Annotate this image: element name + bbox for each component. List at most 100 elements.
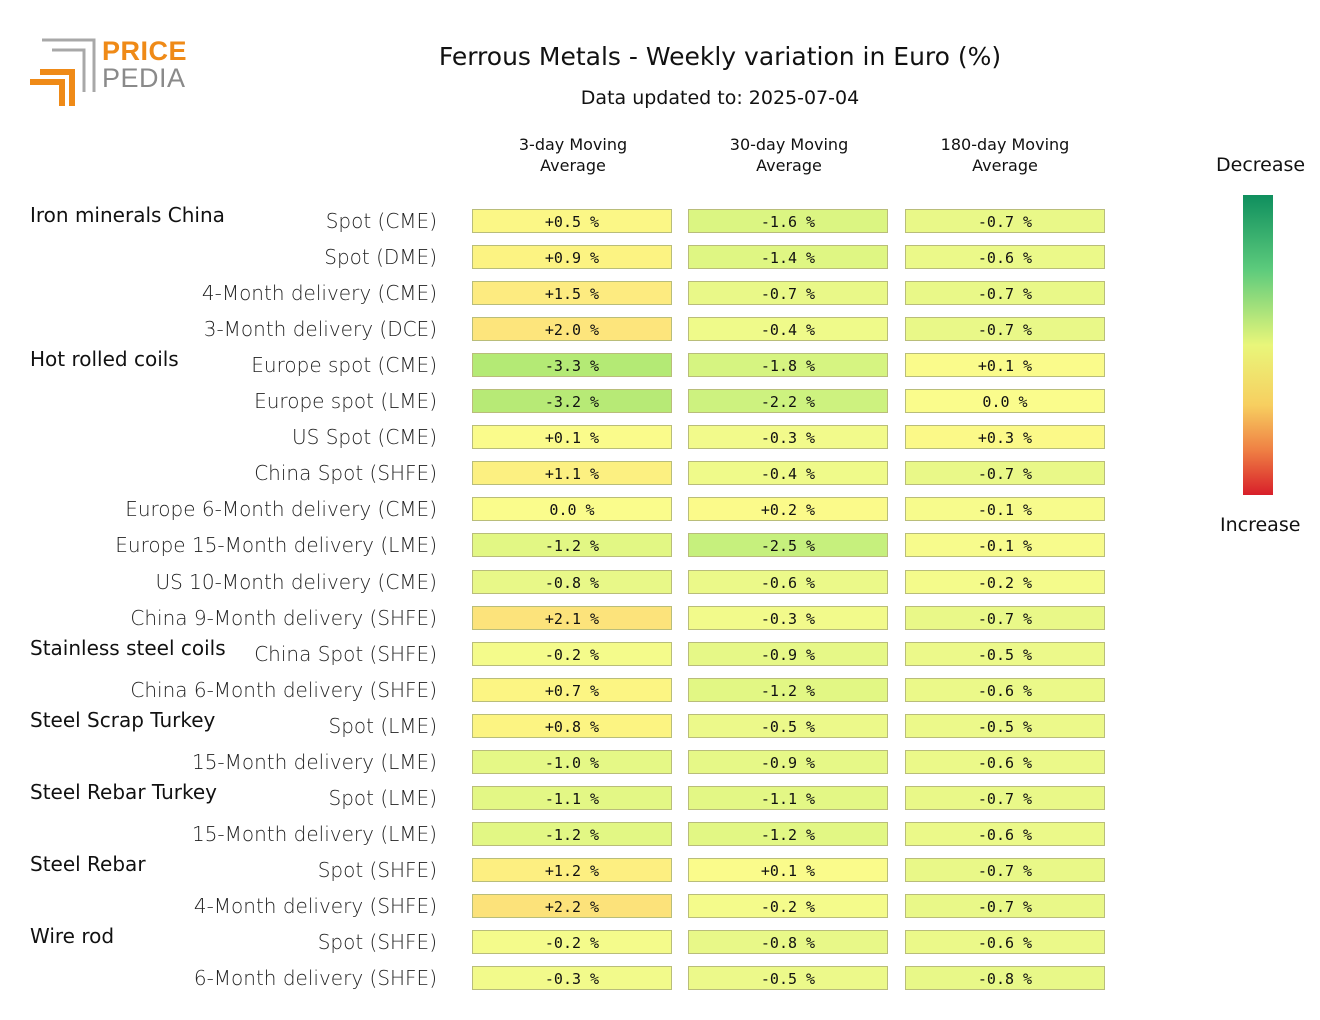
legend-increase-label: Increase: [1220, 514, 1301, 536]
heatmap-cell: -0.6 %: [905, 749, 1105, 774]
heatmap-cell: +0.7 %: [472, 677, 672, 702]
row-label: US Spot (CME): [292, 425, 437, 450]
row-label: Europe 15-Month delivery (LME): [115, 533, 437, 558]
heatmap-cell: -0.8 %: [905, 966, 1105, 991]
heatmap-cell: +0.2 %: [688, 497, 888, 522]
row-label: 15-Month delivery (LME): [191, 749, 437, 774]
heatmap-cell: -0.1 %: [905, 533, 1105, 558]
heatmap-cell: -0.4 %: [688, 317, 888, 342]
heatmap-cell: -0.4 %: [688, 461, 888, 486]
heatmap-cell: +0.1 %: [688, 857, 888, 882]
heatmap-cell: -0.5 %: [905, 713, 1105, 738]
group-label: Steel Rebar: [30, 851, 146, 876]
heatmap-cell: 0.0 %: [472, 497, 672, 522]
heatmap-cell: -3.2 %: [472, 389, 672, 414]
heatmap-cell: -3.3 %: [472, 353, 672, 378]
heatmap-cell: -1.1 %: [688, 785, 888, 810]
heatmap-cell: +2.1 %: [472, 605, 672, 630]
group-label: Iron minerals China: [30, 203, 225, 227]
heatmap-cell: -1.8 %: [688, 353, 888, 378]
heatmap-cell: -0.5 %: [688, 713, 888, 738]
logo-wordmark: PRICE PEDIA: [102, 38, 187, 92]
row-label: Spot (LME): [328, 713, 437, 738]
color-scale-bar: [1243, 195, 1273, 495]
row-label: Europe 6-Month delivery (CME): [125, 497, 437, 522]
chart-title: Ferrous Metals - Weekly variation in Eur…: [438, 42, 1002, 71]
row-label: Spot (LME): [328, 785, 437, 810]
heatmap-cell: -0.9 %: [688, 641, 888, 666]
row-label: 4-Month delivery (CME): [201, 281, 437, 306]
heatmap-cell: -0.3 %: [472, 966, 672, 991]
heatmap-cell: -0.6 %: [905, 821, 1105, 846]
heatmap-cell: -0.9 %: [688, 749, 888, 774]
heatmap-cell: +1.5 %: [472, 281, 672, 306]
heatmap-cell: -0.7 %: [905, 893, 1105, 918]
heatmap-cell: +0.1 %: [472, 425, 672, 450]
heatmap-cell: -0.7 %: [905, 605, 1105, 630]
heatmap-cell: -0.7 %: [905, 461, 1105, 486]
group-label: Steel Scrap Turkey: [30, 707, 216, 732]
heatmap-cell: -0.2 %: [688, 893, 888, 918]
heatmap-cell: -0.6 %: [905, 677, 1105, 702]
heatmap-cell: -1.2 %: [472, 821, 672, 846]
row-label: Spot (SHFE): [317, 930, 437, 954]
row-label: Spot (CME): [325, 209, 437, 233]
heatmap-cell: +2.0 %: [472, 317, 672, 342]
row-label: 4-Month delivery (SHFE): [193, 893, 437, 918]
heatmap-cell: -0.6 %: [688, 569, 888, 594]
heatmap-cell: -1.2 %: [472, 533, 672, 558]
logo-line1: PRICE: [102, 36, 188, 66]
row-label: China 9-Month delivery (SHFE): [130, 605, 437, 630]
legend-decrease-label: Decrease: [1216, 154, 1306, 176]
row-label: China Spot (SHFE): [254, 461, 437, 486]
heatmap-cell: -0.2 %: [472, 930, 672, 954]
heatmap-cell: +0.9 %: [472, 245, 672, 270]
logo-mark-icon: [30, 38, 96, 106]
group-label: Steel Rebar Turkey: [30, 779, 217, 804]
heatmap-cell: -1.2 %: [688, 677, 888, 702]
heatmap-cell: -0.7 %: [905, 317, 1105, 342]
heatmap-cell: -0.6 %: [905, 930, 1105, 954]
heatmap-cell: -1.2 %: [688, 821, 888, 846]
heatmap-cell: -1.6 %: [688, 209, 888, 233]
heatmap-cell: +0.8 %: [472, 713, 672, 738]
row-label: China 6-Month delivery (SHFE): [130, 677, 437, 702]
heatmap-cell: -0.5 %: [905, 641, 1105, 666]
column-header: 30-day Moving Average: [729, 135, 849, 175]
heatmap-cell: -2.2 %: [688, 389, 888, 414]
heatmap-cell: -0.2 %: [472, 641, 672, 666]
heatmap-cell: -0.8 %: [472, 569, 672, 594]
row-label: 3-Month delivery (DCE): [203, 317, 437, 342]
heatmap-cell: -1.4 %: [688, 245, 888, 270]
column-header: 180-day Moving Average: [940, 135, 1070, 175]
heatmap-cell: +0.1 %: [905, 353, 1105, 378]
heatmap-cell: -0.7 %: [905, 857, 1105, 882]
heatmap-cell: -2.5 %: [688, 533, 888, 558]
heatmap-cell: -1.0 %: [472, 749, 672, 774]
heatmap-cell: -0.6 %: [905, 245, 1105, 270]
group-label: Wire rod: [30, 924, 115, 948]
column-header: 3-day Moving Average: [518, 135, 628, 175]
heatmap-cell: +1.1 %: [472, 461, 672, 486]
heatmap-cell: -0.7 %: [905, 785, 1105, 810]
heatmap-cell: -0.7 %: [688, 281, 888, 306]
heatmap-cell: -0.2 %: [905, 569, 1105, 594]
heatmap-cell: -0.5 %: [688, 966, 888, 991]
heatmap-cell: -0.3 %: [688, 425, 888, 450]
row-label: Spot (DME): [324, 245, 437, 270]
heatmap-cell: -0.8 %: [688, 930, 888, 954]
logo-line2: PEDIA: [102, 63, 186, 93]
heatmap-cell: -1.1 %: [472, 785, 672, 810]
heatmap-cell: -0.1 %: [905, 497, 1105, 522]
row-label: 15-Month delivery (LME): [191, 821, 437, 846]
pricepedia-logo: [28, 36, 188, 110]
row-label: China Spot (SHFE): [254, 641, 437, 666]
row-label: US 10-Month delivery (CME): [155, 569, 437, 594]
heatmap-cell: -0.7 %: [905, 209, 1105, 233]
chart-subtitle: Data updated to: 2025-07-04: [580, 87, 860, 109]
row-label: Spot (SHFE): [317, 857, 437, 882]
heatmap-cell: +0.5 %: [472, 209, 672, 233]
row-label: Europe spot (CME): [251, 353, 437, 378]
group-label: Hot rolled coils: [30, 347, 179, 372]
heatmap-cell: -0.3 %: [688, 605, 888, 630]
